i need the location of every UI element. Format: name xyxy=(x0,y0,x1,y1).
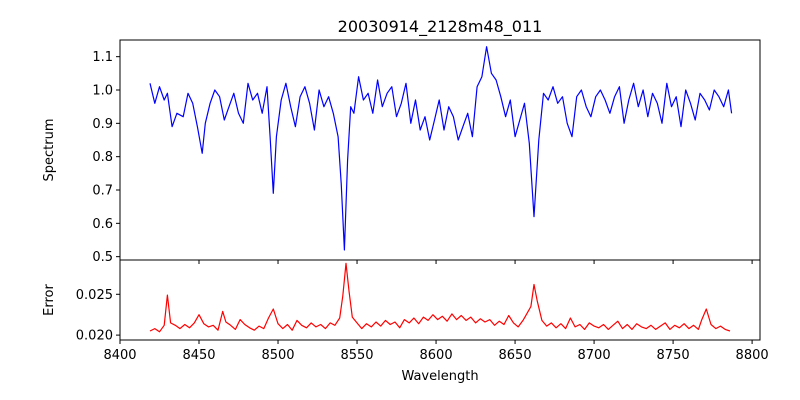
x-axis-label: Wavelength xyxy=(401,369,478,384)
error-x-tick-label: 8600 xyxy=(420,348,453,363)
error-axes-frame xyxy=(119,259,761,341)
error-x-tick-label: 8400 xyxy=(103,348,136,363)
spectrum-y-tick-label: 0.5 xyxy=(92,250,113,265)
chart-title: 20030914_2128m48_011 xyxy=(338,17,543,37)
error-x-tick-label: 8750 xyxy=(657,348,690,363)
spectrum-y-tick-label: 1.1 xyxy=(92,50,113,65)
spectrum-y-tick-label: 0.9 xyxy=(92,117,113,132)
spectrum-y-tick-label: 0.8 xyxy=(92,150,113,165)
error-x-tick-label: 8550 xyxy=(340,348,373,363)
spectrum-y-tick-label: 1.0 xyxy=(92,84,113,99)
error-y-tick-label: 0.020 xyxy=(76,329,113,344)
error-x-tick-label: 8500 xyxy=(261,348,294,363)
error-panel: 0.020 0.025 8400 8450 8500 8550 8600 8650 8700 87… xyxy=(76,259,769,363)
error-x-tick-label: 8800 xyxy=(736,348,769,363)
spectrum-y-label: Spectrum xyxy=(42,119,57,182)
spectrum-y-tick-label: 0.6 xyxy=(92,217,113,232)
error-series-line-0 xyxy=(149,262,731,333)
error-x-tick-label: 8650 xyxy=(499,348,532,363)
spectrum-y-tick-label: 0.7 xyxy=(92,184,113,199)
spectrum-series-line-0 xyxy=(149,46,733,251)
error-y-label: Error xyxy=(42,284,57,316)
error-x-tick-label: 8450 xyxy=(182,348,215,363)
error-y-tick-label: 0.025 xyxy=(76,288,113,303)
error-x-tick-label: 8700 xyxy=(578,348,611,363)
